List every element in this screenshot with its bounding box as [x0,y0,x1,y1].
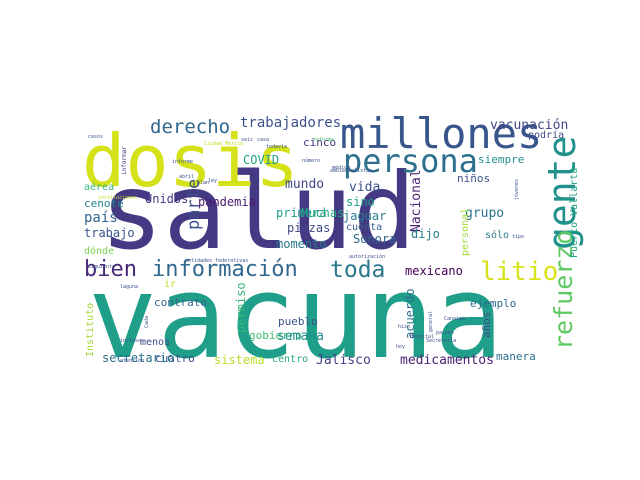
word-49: ejemplo [470,297,516,310]
word-58: sistema [214,353,265,367]
word-83: Canaima [444,316,465,322]
word-71: todavía [266,143,287,150]
word-62: informar [121,146,128,175]
word-36: piezas [287,221,330,235]
word-9: gente [540,136,584,250]
word-74: hizo [398,324,410,330]
word-25: Muchas [301,206,344,220]
word-70: ambientalistas [330,168,372,174]
word-85: jóvenes [513,179,520,200]
word-79: Cada [144,316,150,328]
word-47: permiso [234,282,248,333]
word-35: jaguar [343,209,386,223]
word-23: pandemia [198,195,256,209]
word-29: aérea [84,181,114,193]
word-0: salud [100,151,416,273]
word-60: Jalisco [316,353,371,368]
word-89: seis [241,137,253,143]
word-84: tipo [512,234,524,240]
word-54: menos [140,337,170,348]
word-12: trabajadores [240,115,341,131]
word-40: momento [276,237,327,251]
word-76: hoy [396,344,405,350]
word-55: cuatro [155,352,195,365]
word-21: vida [349,180,380,195]
word-91: instituciones [98,195,137,201]
word-37: cuenta [346,222,382,233]
word-11: derecho [150,116,230,138]
word-17: cinco [303,136,336,149]
word-45: contrato [154,296,207,309]
word-48: acuerdo [403,288,417,339]
word-38: dijo [411,227,440,241]
word-63: informe [172,159,193,165]
word-92: casa [257,137,269,143]
word-78: incluso [120,338,141,344]
word-4: persona [343,142,478,180]
word-82: general [428,311,434,332]
word-28: grupo [465,206,504,221]
word-3: millones [340,109,542,158]
word-46: gobierno [249,329,302,342]
word-41: personal [460,208,471,256]
word-1: vacuna [88,251,503,385]
word-18: siempre [478,153,524,166]
word-20: mundo [285,177,324,192]
word-53: Instituto [85,303,96,357]
word-67: entidades federativas [185,258,248,264]
word-27: Nacional [409,169,424,232]
word-5: información [152,257,298,282]
word-61: medicamentos [400,353,494,368]
word-81: ley [208,178,217,184]
word-39: Sonora [353,232,396,246]
word-6: toda [330,257,385,283]
word-90: Ciudad México [204,140,243,147]
word-8: litio [480,257,558,287]
word-44: ir [164,279,176,290]
word-30: cenote [84,197,124,210]
word-26: sino [346,195,375,209]
word-66: casos [88,134,103,140]
word-77: atención [120,357,144,364]
word-69: número [302,157,320,164]
word-73: Secretaría [426,337,456,344]
word-75: países [436,329,454,336]
word-50: pueblo [278,315,318,328]
word-10: refuerzo [549,230,578,350]
word-52: años [480,312,493,339]
word-68: reforma [313,137,334,143]
word-15: podría [528,129,564,141]
word-43: mexicano [405,264,463,278]
word-22: Unidos [145,192,188,206]
word-64: plan [197,180,209,186]
word-33: dónde [84,245,114,257]
word-42: sólo [485,229,509,241]
word-72: Hospital [410,334,434,340]
word-31: país [84,210,118,226]
word-65: siguiente [88,264,115,270]
word-2: dosis [82,119,299,203]
word-7: bien [84,257,137,282]
word-86: autorización [349,253,385,260]
word-16: COVID [243,153,279,167]
word-34: primera [276,206,327,220]
word-14: Puerto Vallarta [569,168,580,258]
word-87: médico [332,164,350,171]
word-88: laguna [120,284,138,290]
word-59: centro [272,354,308,365]
word-80: abril [179,174,194,180]
word-24: parte [184,179,204,230]
word-13: vacunación [490,118,568,133]
word-19: niños [457,172,490,185]
cloud-background [82,116,559,364]
word-57: secretario [102,351,174,365]
word-51: semana [277,329,324,344]
word-32: trabajo [84,226,135,240]
word-56: manera [496,350,536,363]
